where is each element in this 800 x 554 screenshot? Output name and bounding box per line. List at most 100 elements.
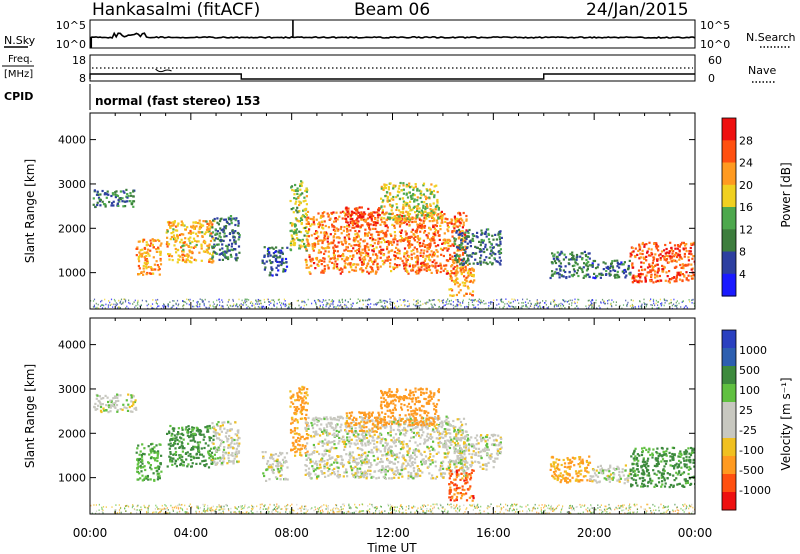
range-gate-cell bbox=[663, 258, 666, 261]
ground-scatter-cell bbox=[232, 300, 234, 302]
range-gate-cell bbox=[370, 217, 373, 220]
range-gate-cell bbox=[204, 442, 207, 445]
range-gate-cell bbox=[419, 192, 422, 195]
range-gate-cell bbox=[293, 193, 296, 196]
range-gate-cell bbox=[183, 241, 186, 244]
range-gate-cell bbox=[186, 258, 189, 262]
range-gate-cell bbox=[238, 442, 241, 445]
range-gate-cell bbox=[388, 199, 391, 202]
range-gate-cell bbox=[268, 252, 271, 255]
range-gate-cell bbox=[227, 216, 230, 219]
ground-scatter-cell bbox=[504, 303, 506, 305]
range-gate-cell bbox=[170, 434, 173, 437]
ground-scatter-cell bbox=[560, 302, 562, 305]
range-gate-cell bbox=[673, 255, 676, 258]
range-gate-cell bbox=[138, 472, 141, 475]
range-gate-cell bbox=[216, 237, 219, 240]
range-gate-cell bbox=[299, 437, 302, 440]
range-gate-cell bbox=[293, 429, 296, 432]
range-gate-cell bbox=[306, 218, 309, 221]
range-gate-cell bbox=[219, 457, 222, 460]
range-gate-cell bbox=[192, 237, 196, 240]
range-gate-cell bbox=[576, 263, 579, 266]
ground-scatter-cell bbox=[651, 304, 653, 307]
range-gate-cell bbox=[166, 245, 169, 248]
range-gate-cell bbox=[237, 220, 240, 223]
range-gate-cell bbox=[380, 185, 383, 188]
range-gate-cell bbox=[604, 273, 608, 276]
range-gate-cell bbox=[296, 187, 299, 190]
range-gate-cell bbox=[231, 452, 234, 455]
ground-scatter-cell bbox=[271, 299, 273, 301]
ground-scatter-cell bbox=[676, 307, 678, 309]
range-gate-cell bbox=[450, 265, 453, 268]
range-gate-cell bbox=[398, 225, 402, 228]
range-gate-cell bbox=[627, 268, 630, 271]
colorbar-tick-label: 12 bbox=[739, 223, 753, 236]
range-gate-cell bbox=[321, 212, 324, 215]
range-gate-cell bbox=[330, 257, 333, 260]
range-gate-cell bbox=[347, 212, 350, 215]
range-gate-cell bbox=[414, 441, 417, 444]
range-gate-cell bbox=[592, 276, 595, 279]
ground-scatter-cell bbox=[585, 305, 587, 307]
range-gate-cell bbox=[328, 218, 331, 221]
ground-scatter-cell bbox=[459, 301, 461, 304]
range-gate-cell bbox=[274, 250, 277, 254]
range-gate-cell bbox=[298, 200, 301, 203]
range-gate-cell bbox=[462, 267, 465, 270]
ground-scatter-cell bbox=[478, 301, 480, 303]
range-gate-cell bbox=[413, 234, 416, 237]
range-gate-cell bbox=[169, 442, 172, 445]
ground-scatter-cell bbox=[277, 299, 279, 301]
range-gate-cell bbox=[186, 431, 189, 434]
range-gate-cell bbox=[357, 234, 360, 237]
range-gate-cell bbox=[338, 268, 341, 272]
ground-scatter-cell bbox=[115, 302, 117, 304]
colorbar-swatch bbox=[722, 273, 736, 297]
range-gate-cell bbox=[371, 260, 374, 263]
range-gate-cell bbox=[664, 243, 667, 247]
ground-scatter-cell bbox=[291, 307, 293, 309]
ground-scatter-cell bbox=[473, 304, 475, 306]
range-gate-cell bbox=[404, 265, 407, 269]
range-gate-cell bbox=[173, 220, 176, 223]
range-gate-cell bbox=[227, 444, 230, 447]
range-gate-cell bbox=[487, 228, 490, 231]
range-gate-cell bbox=[326, 246, 329, 249]
range-gate-cell bbox=[145, 258, 148, 261]
range-gate-cell bbox=[435, 219, 439, 222]
range-gate-cell bbox=[356, 217, 359, 220]
range-gate-cell bbox=[571, 251, 574, 254]
range-gate-cell bbox=[360, 211, 363, 214]
ground-scatter-cell bbox=[328, 306, 330, 309]
range-gate-cell bbox=[444, 452, 447, 455]
range-gate-cell bbox=[110, 401, 113, 404]
range-gate-cell bbox=[446, 228, 449, 231]
ground-scatter-cell bbox=[596, 307, 598, 309]
ground-scatter-cell bbox=[392, 301, 394, 304]
ground-scatter-cell bbox=[124, 300, 127, 303]
range-gate-cell bbox=[379, 223, 382, 226]
ground-scatter-cell bbox=[635, 307, 637, 309]
range-gate-cell bbox=[306, 240, 309, 243]
range-gate-cell bbox=[457, 233, 460, 236]
ground-scatter-cell bbox=[368, 303, 370, 306]
range-gate-cell bbox=[446, 270, 449, 273]
range-gate-cell bbox=[360, 416, 363, 419]
range-gate-cell bbox=[455, 293, 458, 297]
range-gate-cell bbox=[412, 237, 415, 240]
range-gate-cell bbox=[391, 216, 394, 219]
range-gate-cell bbox=[436, 190, 439, 194]
range-gate-cell bbox=[464, 240, 467, 243]
ground-scatter-cell bbox=[175, 303, 177, 306]
range-gate-cell bbox=[154, 268, 157, 271]
range-gate-cell bbox=[380, 187, 383, 190]
ground-scatter-cell bbox=[557, 305, 560, 307]
ground-scatter-cell bbox=[479, 302, 482, 305]
range-gate-cell bbox=[377, 241, 380, 244]
range-gate-cell bbox=[372, 223, 375, 227]
range-gate-cell bbox=[172, 228, 175, 231]
range-gate-cell bbox=[419, 224, 422, 227]
range-gate-cell bbox=[414, 211, 417, 214]
